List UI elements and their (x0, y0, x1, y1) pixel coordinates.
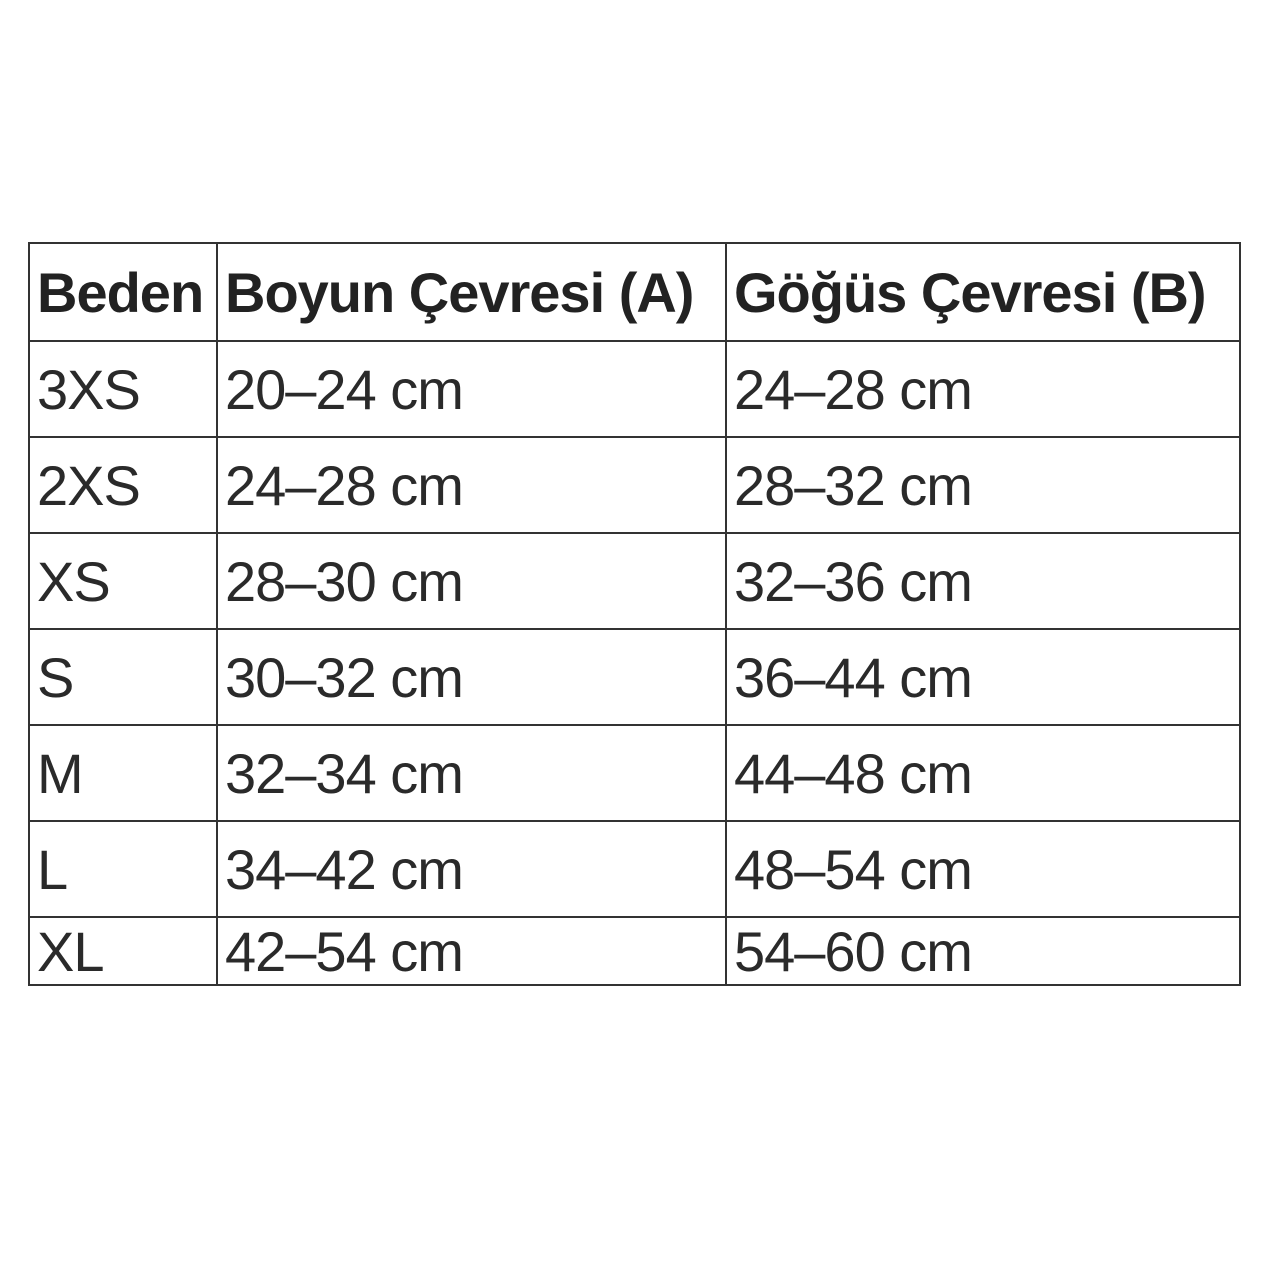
table-row: XS 28–30 cm 32–36 cm (28, 532, 1241, 630)
table-row: 2XS 24–28 cm 28–32 cm (28, 436, 1241, 534)
size-cell: XL (28, 916, 218, 986)
header-chest: Göğüs Çevresi (B) (725, 242, 1241, 342)
table-row: M 32–34 cm 44–48 cm (28, 724, 1241, 822)
neck-cell: 28–30 cm (216, 532, 727, 630)
neck-cell: 34–42 cm (216, 820, 727, 918)
neck-cell: 32–34 cm (216, 724, 727, 822)
size-cell: 3XS (28, 340, 218, 438)
size-chart-table: Beden Boyun Çevresi (A) Göğüs Çevresi (B… (28, 242, 1241, 986)
table-row: L 34–42 cm 48–54 cm (28, 820, 1241, 918)
neck-cell: 24–28 cm (216, 436, 727, 534)
size-cell: S (28, 628, 218, 726)
header-size: Beden (28, 242, 218, 342)
size-cell: L (28, 820, 218, 918)
chest-cell: 24–28 cm (725, 340, 1241, 438)
neck-cell: 30–32 cm (216, 628, 727, 726)
table-row: XL 42–54 cm 54–60 cm (28, 916, 1241, 986)
chest-cell: 28–32 cm (725, 436, 1241, 534)
chest-cell: 54–60 cm (725, 916, 1241, 986)
header-row: Beden Boyun Çevresi (A) Göğüs Çevresi (B… (28, 242, 1241, 342)
chest-cell: 32–36 cm (725, 532, 1241, 630)
table-row: S 30–32 cm 36–44 cm (28, 628, 1241, 726)
chest-cell: 48–54 cm (725, 820, 1241, 918)
neck-cell: 20–24 cm (216, 340, 727, 438)
chest-cell: 44–48 cm (725, 724, 1241, 822)
header-neck: Boyun Çevresi (A) (216, 242, 727, 342)
neck-cell: 42–54 cm (216, 916, 727, 986)
size-cell: M (28, 724, 218, 822)
size-cell: 2XS (28, 436, 218, 534)
chest-cell: 36–44 cm (725, 628, 1241, 726)
size-cell: XS (28, 532, 218, 630)
table-row: 3XS 20–24 cm 24–28 cm (28, 340, 1241, 438)
